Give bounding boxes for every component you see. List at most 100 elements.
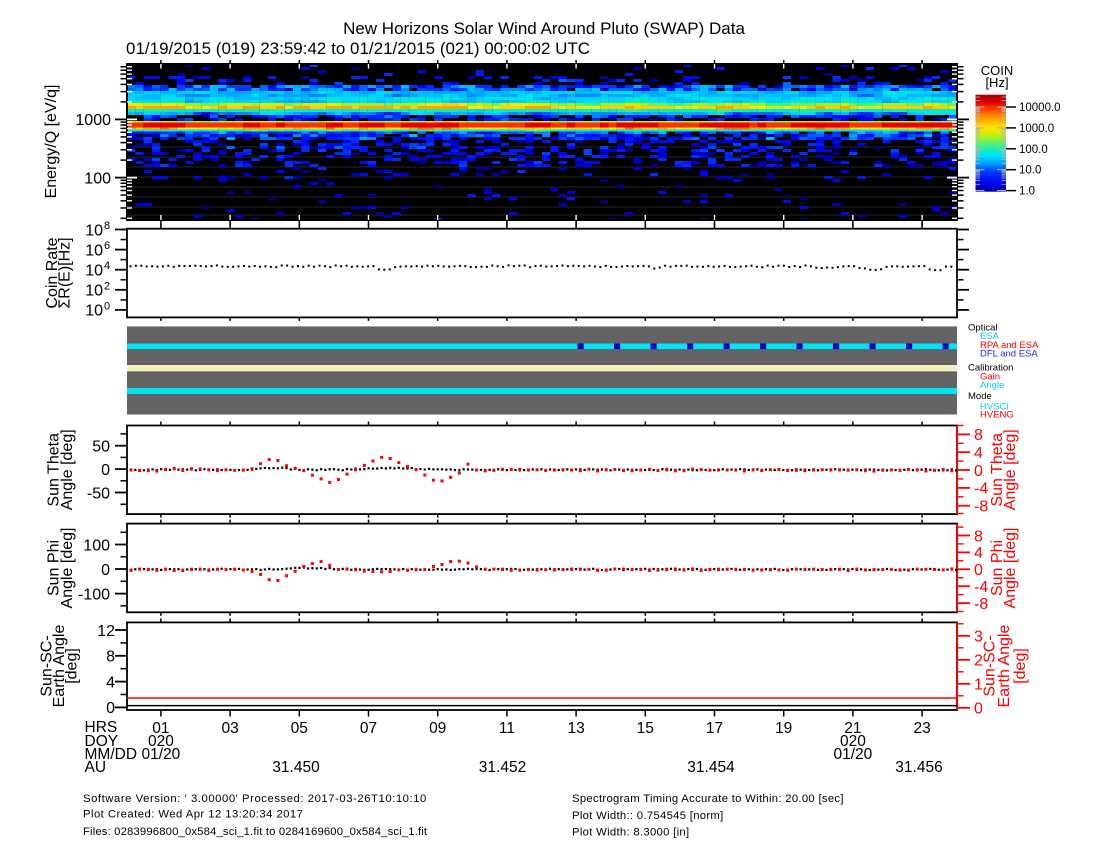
svg-text:17: 17 [706,720,723,737]
svg-text:10: 10 [85,303,103,320]
svg-text:Sun Phi: Sun Phi [46,540,63,596]
svg-text:New Horizons Solar Wind Around: New Horizons Solar Wind Around Pluto (SW… [343,19,745,38]
svg-text:Files: 0283996800_0x584_sci_1.: Files: 0283996800_0x584_sci_1.fit to 028… [83,826,428,838]
svg-text:15: 15 [637,720,654,737]
svg-text:Gain: Gain [980,372,1000,383]
svg-text:COIN: COIN [981,63,1014,78]
svg-text:Software Version: ' 3.00000': Software Version: ' 3.00000' Processed: … [83,793,427,805]
svg-text:Plot Width:: 0.754545 [norm]: Plot Width:: 0.754545 [norm] [572,810,724,822]
svg-text:HRS: HRS [85,719,118,736]
svg-text:12: 12 [97,623,115,640]
svg-text:Sun Theta: Sun Theta [46,433,63,507]
svg-text:Angle [deg]: Angle [deg] [1002,528,1019,609]
svg-text:11: 11 [499,720,515,737]
svg-text:2: 2 [974,653,983,670]
svg-text:10.0: 10.0 [1019,165,1041,177]
svg-text:AU: AU [85,759,107,776]
svg-text:8: 8 [106,649,115,666]
svg-text:HVSCI: HVSCI [980,401,1009,412]
svg-text:Sun Phi: Sun Phi [989,540,1006,596]
svg-text:01/19/2015 (019) 23:59:42 to 0: 01/19/2015 (019) 23:59:42 to 01/21/2015 … [126,39,590,58]
svg-text:Angle: Angle [980,380,1004,391]
svg-text:0: 0 [101,462,110,479]
svg-text:[deg]: [deg] [64,648,81,684]
svg-text:100: 100 [84,170,111,187]
svg-text:0: 0 [974,701,983,718]
svg-text:4: 4 [974,545,983,562]
svg-text:1000.0: 1000.0 [1019,123,1054,135]
svg-text:4: 4 [974,445,983,462]
svg-text:-100: -100 [78,586,110,603]
svg-text:Plot Width: 8.3000 [in]: Plot Width: 8.3000 [in] [572,827,689,839]
svg-text:ESA: ESA [980,331,1000,342]
svg-text:Angle [deg]: Angle [deg] [59,429,76,510]
svg-text:-8: -8 [974,499,988,516]
svg-text:05: 05 [291,720,308,737]
svg-text:4: 4 [106,674,115,691]
svg-text:100: 100 [83,537,110,554]
svg-text:10: 10 [85,242,103,259]
svg-text:31.450: 31.450 [272,759,320,776]
svg-text:3: 3 [974,629,983,646]
svg-text:03: 03 [221,720,238,737]
svg-text:Sun Theta: Sun Theta [989,433,1006,507]
svg-text:01/20: 01/20 [142,746,181,763]
svg-text:0: 0 [104,300,110,312]
svg-text:020: 020 [840,733,866,750]
svg-text:23: 23 [913,720,930,737]
svg-text:100.0: 100.0 [1019,144,1048,156]
svg-text:19: 19 [775,720,792,737]
svg-text:1.0: 1.0 [1019,186,1035,198]
svg-text:DFL and ESA: DFL and ESA [980,349,1038,360]
svg-text:Plot Created: Wed Apr 12 13:20: Plot Created: Wed Apr 12 13:20:34 2017 [83,809,303,821]
svg-text:13: 13 [567,720,584,737]
svg-text:8: 8 [974,427,983,444]
svg-text:0: 0 [974,463,983,480]
svg-text:RPA and ESA: RPA and ESA [980,340,1039,351]
svg-text:-4: -4 [974,579,988,596]
svg-text:ΣR(E)[Hz]: ΣR(E)[Hz] [57,237,74,308]
svg-text:10: 10 [85,263,103,280]
svg-text:Optical: Optical [968,323,998,334]
svg-text:31.452: 31.452 [479,759,526,776]
svg-text:-8: -8 [974,596,988,613]
svg-text:10: 10 [85,283,103,300]
svg-text:4: 4 [104,260,110,272]
svg-text:020: 020 [148,733,174,750]
svg-text:Spectrogram Timing Accurate to: Spectrogram Timing Accurate to Within: 2… [572,793,844,805]
svg-text:8: 8 [974,528,983,545]
svg-text:Sun-SC-: Sun-SC- [982,635,999,696]
svg-text:10: 10 [85,222,103,239]
svg-text:HVENG: HVENG [980,410,1014,421]
svg-text:Earth Angle: Earth Angle [996,625,1013,708]
svg-text:Calibration: Calibration [968,362,1013,373]
svg-text:0: 0 [106,700,115,717]
svg-text:[deg]: [deg] [1012,648,1029,684]
svg-text:-4: -4 [974,481,988,498]
svg-text:31.454: 31.454 [687,759,735,776]
svg-text:2: 2 [104,280,110,292]
svg-text:Mode: Mode [968,391,992,402]
svg-text:DOY: DOY [85,733,119,750]
svg-text:0: 0 [974,562,983,579]
svg-text:MM/DD: MM/DD [85,746,138,763]
svg-text:Coin Rate: Coin Rate [44,237,61,308]
svg-text:Earth Angle: Earth Angle [51,625,68,708]
svg-text:1000: 1000 [75,112,111,129]
svg-text:6: 6 [104,240,110,252]
svg-text:-50: -50 [87,485,110,502]
svg-text:07: 07 [360,720,377,737]
svg-text:8: 8 [104,220,110,232]
svg-text:21: 21 [844,720,861,737]
svg-text:10000.0: 10000.0 [1019,102,1061,114]
svg-text:Sun-SC-: Sun-SC- [39,635,56,696]
svg-text:01: 01 [152,720,169,737]
svg-text:50: 50 [92,439,110,456]
svg-text:Angle [deg]: Angle [deg] [59,528,76,609]
svg-text:09: 09 [429,720,446,737]
svg-text:Energy/Q [eV/q]: Energy/Q [eV/q] [43,85,60,199]
svg-text:1: 1 [974,677,983,694]
svg-text:[Hz]: [Hz] [985,75,1008,90]
svg-text:01/20: 01/20 [834,746,873,763]
svg-text:0: 0 [101,562,110,579]
